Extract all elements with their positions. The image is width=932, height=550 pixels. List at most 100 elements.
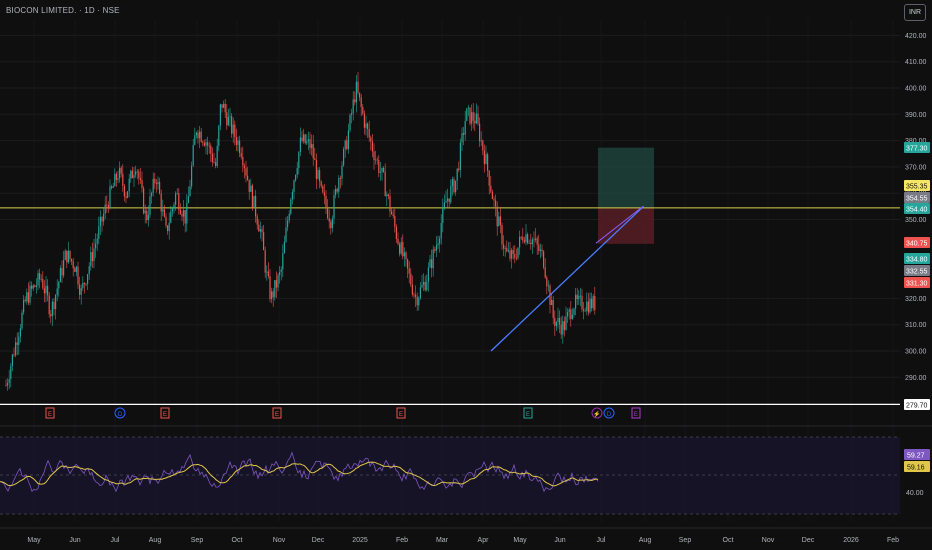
candle-body bbox=[253, 195, 255, 208]
candle-body bbox=[365, 123, 367, 128]
rsi-ma-line bbox=[0, 461, 599, 487]
candle-body bbox=[533, 239, 535, 241]
candle-body bbox=[493, 199, 495, 201]
candle-body bbox=[130, 170, 132, 179]
candle-body bbox=[415, 294, 417, 297]
candle-body bbox=[386, 194, 388, 197]
candle-body bbox=[354, 99, 356, 103]
candle-body bbox=[504, 248, 506, 249]
candle-body bbox=[107, 205, 109, 209]
candle-body bbox=[355, 81, 357, 103]
candle-body bbox=[141, 179, 143, 189]
candle-body bbox=[123, 185, 125, 197]
candle-body bbox=[103, 213, 105, 222]
candle-body bbox=[387, 194, 389, 196]
candle-body bbox=[207, 142, 209, 146]
candle-body bbox=[250, 185, 252, 192]
candle-body bbox=[455, 180, 457, 193]
candle-body bbox=[167, 225, 169, 232]
candle-body bbox=[223, 103, 225, 108]
candle-body bbox=[400, 241, 402, 254]
currency-button[interactable]: INR bbox=[904, 4, 926, 21]
candle-body bbox=[24, 299, 26, 302]
candle-body bbox=[383, 167, 385, 172]
candle-body bbox=[149, 196, 151, 216]
x-tick-label: Jul bbox=[111, 537, 120, 544]
candle-body bbox=[11, 354, 13, 367]
x-tick-label: 2025 bbox=[352, 537, 368, 544]
candle-body bbox=[554, 318, 556, 327]
y-tick-label: 370.00 bbox=[905, 164, 927, 171]
candle-body bbox=[80, 288, 82, 295]
candle-body bbox=[570, 309, 572, 319]
candle-body bbox=[351, 113, 353, 115]
candle-body bbox=[106, 204, 108, 206]
stop-zone bbox=[598, 207, 654, 244]
candle-body bbox=[34, 285, 36, 287]
candle-body bbox=[213, 161, 215, 163]
candle-body bbox=[496, 206, 498, 227]
price-label-bg bbox=[904, 253, 930, 264]
candle-body bbox=[581, 295, 583, 310]
rsi-label-bg bbox=[904, 449, 930, 460]
candle-body bbox=[219, 104, 221, 126]
candle-body bbox=[483, 150, 485, 164]
candle-body bbox=[93, 248, 95, 262]
candle-body bbox=[328, 218, 330, 222]
candle-body bbox=[413, 294, 415, 296]
candle-body bbox=[195, 132, 197, 136]
candle-body bbox=[536, 238, 538, 245]
candle-body bbox=[499, 216, 501, 226]
price-label-bg bbox=[904, 203, 930, 214]
x-tick-label: May bbox=[27, 537, 41, 544]
x-tick-label: Dec bbox=[312, 537, 325, 544]
candle-body bbox=[426, 281, 428, 291]
candle-body bbox=[261, 229, 263, 233]
candle-body bbox=[216, 145, 218, 166]
candle-body bbox=[18, 336, 20, 345]
candle-body bbox=[37, 273, 39, 286]
price-label-bg bbox=[904, 399, 930, 410]
event-marker-icon bbox=[272, 407, 282, 419]
candle-body bbox=[474, 120, 476, 124]
candle-body bbox=[445, 200, 447, 203]
candle-body bbox=[82, 282, 84, 289]
candle-body bbox=[10, 366, 12, 380]
event-marker-label: E bbox=[48, 412, 52, 418]
candle-body bbox=[443, 202, 445, 208]
candle-body bbox=[511, 250, 513, 259]
candle-body bbox=[27, 292, 29, 303]
candle-body bbox=[315, 160, 317, 179]
candle-body bbox=[333, 195, 335, 219]
candle-body bbox=[224, 103, 226, 113]
event-marker-label: ⚡ bbox=[593, 410, 600, 418]
candle-body bbox=[243, 165, 245, 169]
candle-body bbox=[189, 186, 191, 197]
candle-body bbox=[586, 301, 588, 311]
candle-body bbox=[117, 178, 119, 180]
price-label-bg bbox=[904, 277, 930, 288]
candle-body bbox=[336, 188, 338, 192]
symbol-title: BIOCON LIMITED. · 1D · NSE bbox=[6, 6, 120, 15]
candle-body bbox=[514, 253, 516, 258]
candle-body bbox=[309, 139, 311, 149]
event-marker-label: E bbox=[275, 412, 279, 418]
event-marker-label: E bbox=[526, 412, 530, 418]
candle-body bbox=[575, 294, 577, 309]
candle-body bbox=[368, 128, 370, 138]
candle-body bbox=[490, 185, 492, 192]
x-tick-label: Aug bbox=[149, 537, 162, 544]
candle-body bbox=[379, 171, 381, 173]
candle-body bbox=[7, 382, 9, 386]
candle-body bbox=[26, 292, 28, 302]
candle-body bbox=[397, 238, 399, 244]
y-tick-label: 400.00 bbox=[905, 86, 927, 93]
rsi-band bbox=[0, 437, 900, 514]
x-tick-label: Oct bbox=[723, 537, 734, 544]
candle-body bbox=[320, 181, 322, 187]
candle-body bbox=[256, 216, 258, 225]
event-marker-icon bbox=[396, 407, 406, 419]
candle-body bbox=[283, 241, 285, 254]
y-tick-label: 320.00 bbox=[905, 296, 927, 303]
